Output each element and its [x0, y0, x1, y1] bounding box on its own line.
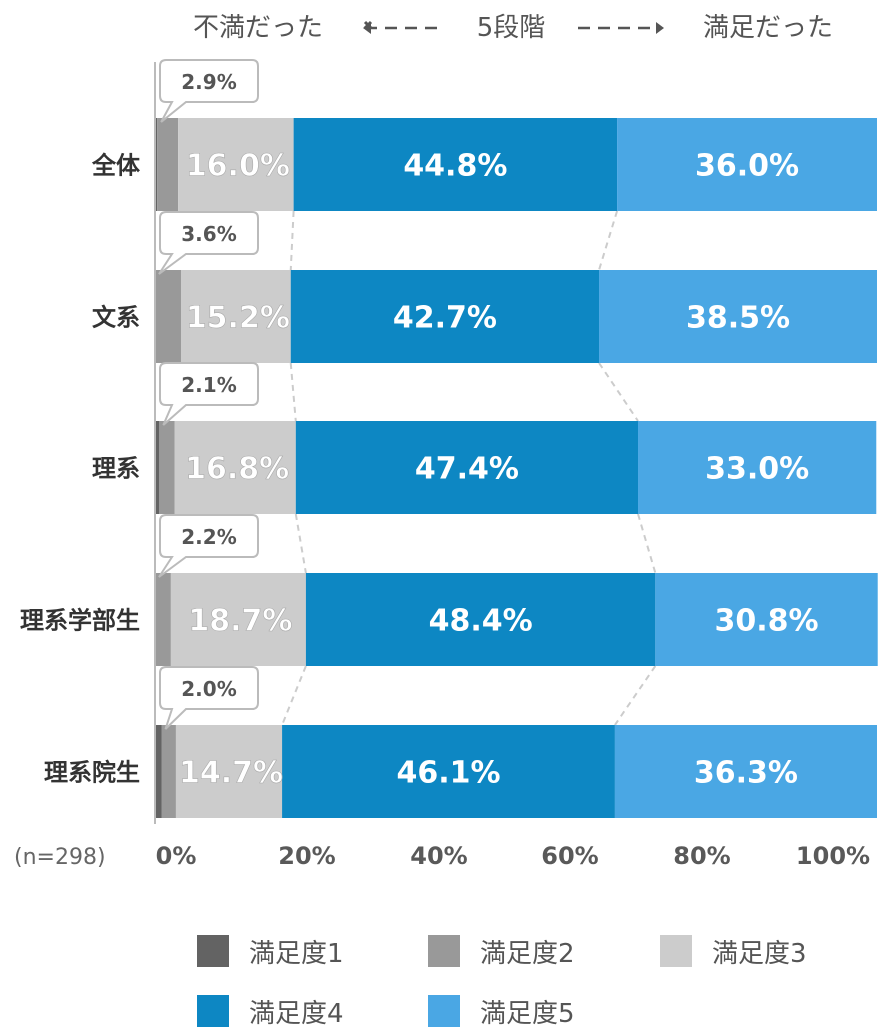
legend: 満足度1 満足度2 満足度3 満足度4 満足度5 [197, 935, 807, 1029]
x-tick-label: 100% [796, 842, 870, 870]
legend-swatch [428, 935, 460, 967]
callout-bubble [158, 211, 259, 275]
legend-swatch [197, 935, 229, 967]
category-label: 理系 [92, 455, 140, 483]
legend-label: 満足度1 [249, 939, 344, 969]
bar-label-level4: 46.1% [396, 756, 500, 791]
bar-segment-level3 [178, 118, 294, 211]
bar-segment-level1 [155, 118, 158, 211]
bar-label-level5: 38.5% [686, 301, 790, 336]
callout-label-level2: 3.6% [181, 222, 236, 246]
connector-line [598, 210, 619, 271]
bar-segment-level3 [175, 725, 283, 818]
bars: 16.0% 44.8% 36.0% 15.2% 42.7% 38.5% 16.8% 47.4%… [155, 118, 878, 818]
bar-label-level3: 16.8% [185, 452, 289, 487]
x-tick-label: 0% [156, 842, 197, 870]
legend-swatch [660, 935, 692, 967]
callout-label-level2: 2.1% [181, 373, 236, 397]
legend-label: 満足度3 [712, 939, 807, 969]
connector-line [637, 513, 657, 574]
bar-label-level5: 30.8% [714, 604, 818, 639]
bar-segment-level5 [614, 725, 877, 818]
bar-segment-level2 [155, 573, 171, 666]
legend-swatch [428, 995, 460, 1027]
bar-segment-level1 [155, 725, 162, 818]
scale-header: 不満だった 5段階 満足だった [193, 13, 833, 43]
callout-label-level2: 2.2% [181, 525, 236, 549]
bar-segment-level4 [282, 725, 615, 818]
bar-label-level3: 14.7% [179, 756, 283, 791]
bar-segment-level1 [155, 421, 160, 514]
bar-label-level5: 33.0% [705, 452, 809, 487]
connector-line [614, 665, 657, 726]
header-center-label: 5段階 [477, 13, 546, 43]
x-tick-label: 40% [410, 842, 467, 870]
x-tick-label: 20% [278, 842, 335, 870]
bar-segment-level5 [617, 118, 877, 211]
connector-line [289, 362, 297, 422]
connector-lines [281, 210, 657, 726]
x-tick-label: 60% [541, 842, 598, 870]
callout-bubble [158, 514, 259, 578]
bar-segment-level5 [655, 573, 878, 666]
left-arrow-icon [363, 20, 445, 34]
bar-segment-level3 [174, 421, 296, 514]
legend-label: 満足度5 [480, 999, 575, 1029]
callouts: 2.9% 3.6% 2.1% 2.2% 2.0% [158, 59, 259, 730]
bar-label-level3: 15.2% [186, 301, 290, 336]
bar-segment-level5 [599, 270, 877, 363]
category-label: 文系 [92, 304, 140, 332]
connector-line [289, 210, 295, 271]
callout-label-level2: 2.0% [181, 677, 236, 701]
bar-label-level4: 48.4% [429, 604, 533, 639]
x-tick-label: 80% [673, 842, 730, 870]
bar-segment-level3 [170, 573, 306, 666]
callout-bubble [159, 362, 259, 426]
bar-segment-level5 [638, 421, 877, 514]
legend-swatch [197, 995, 229, 1027]
bar-label-level3: 16.0% [186, 149, 290, 184]
connector-line [598, 362, 639, 422]
category-label: 理系院生 [44, 759, 140, 787]
bar-segment-level2 [155, 270, 181, 363]
category-label: 理系学部生 [20, 607, 140, 635]
callout-bubble [159, 59, 259, 123]
bar-label-level5: 36.0% [695, 149, 799, 184]
x-axis-ticks: 0% 20% 40% 60% 80% 100% [156, 842, 870, 870]
bar-segment-level4 [305, 573, 656, 666]
header-right-label: 満足だった [703, 13, 833, 43]
bar-segment-level2 [159, 421, 175, 514]
connector-line [281, 665, 307, 726]
callout-bubble [159, 666, 259, 730]
bar-segment-level2 [161, 725, 176, 818]
category-label: 全体 [91, 152, 141, 180]
connector-line [294, 513, 307, 574]
bar-segment-level4 [293, 118, 618, 211]
right-arrow-icon [578, 22, 664, 34]
bar-segment-level3 [180, 270, 291, 363]
bar-label-level4: 47.4% [415, 452, 519, 487]
header-left-label: 不満だった [193, 13, 323, 43]
legend-label: 満足度4 [249, 999, 344, 1029]
callout-label-level2: 2.9% [181, 70, 236, 94]
bar-label-level4: 42.7% [393, 301, 497, 336]
bar-label-level4: 44.8% [403, 149, 507, 184]
legend-label: 満足度2 [480, 939, 575, 969]
bar-segment-level2 [157, 118, 179, 211]
bar-label-level3: 18.7% [188, 604, 292, 639]
sample-size-note: (n=298) [14, 845, 106, 870]
bar-segment-level4 [295, 421, 639, 514]
bar-label-level5: 36.3% [694, 756, 798, 791]
bar-segment-level4 [290, 270, 600, 363]
